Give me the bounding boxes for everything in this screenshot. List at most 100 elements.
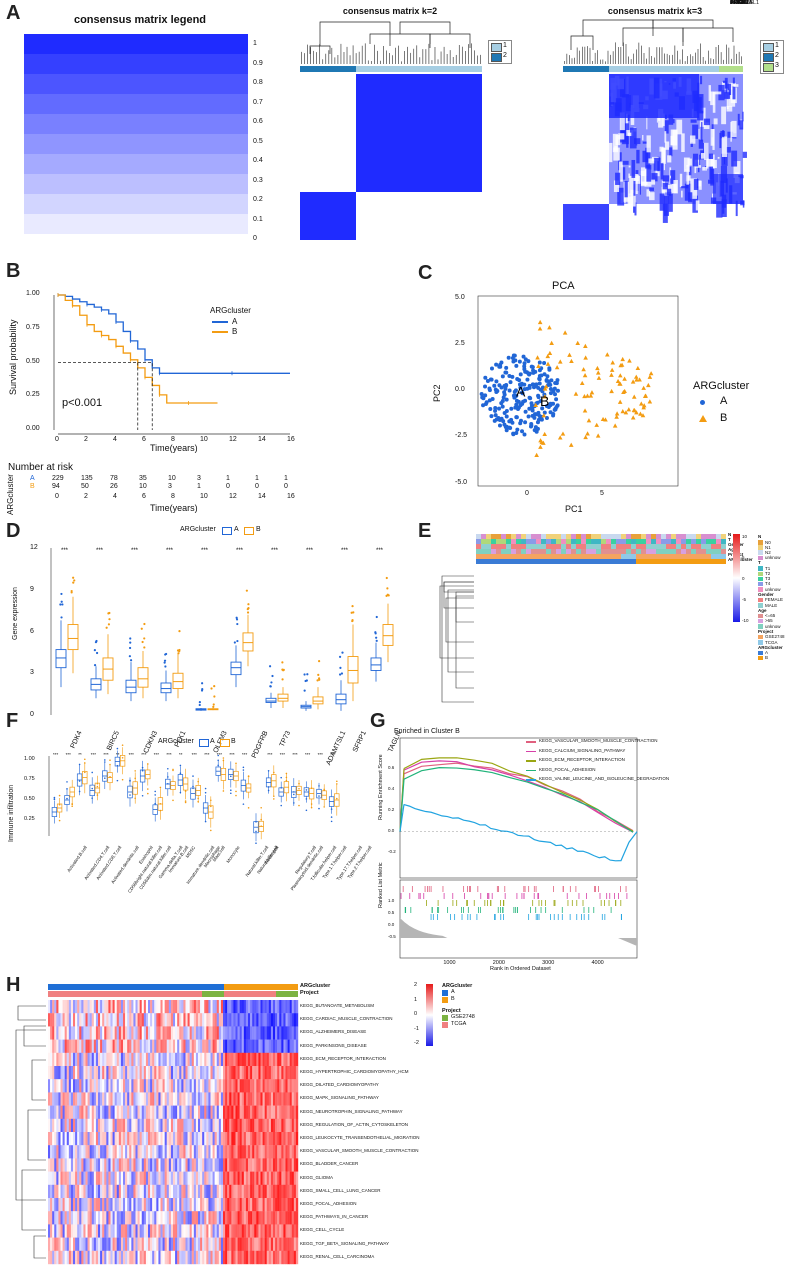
boxf-outlier: [134, 797, 136, 800]
h-heat-cell: [200, 1066, 203, 1080]
e-anno-cell: [511, 549, 516, 554]
h-heat-cell: [235, 1105, 238, 1119]
pca-legend-a: A: [720, 395, 728, 407]
pca-point-b: [535, 355, 540, 360]
h-heat-cell: [287, 1105, 290, 1119]
h-heat-cell: [291, 1026, 295, 1040]
h-heat-cell: [227, 1105, 230, 1119]
h-heat-cell: [266, 1052, 270, 1067]
e-anno-cell: [506, 549, 511, 554]
boxf-outlier: [260, 818, 262, 821]
h-heat-cell: [220, 1171, 224, 1185]
k3-cell: [706, 158, 714, 167]
h-heat-cell: [277, 1184, 280, 1199]
h-heat-cell: [214, 1092, 217, 1106]
h-heat-cell: [275, 1039, 278, 1053]
h-heat-cell: [200, 1105, 203, 1119]
k3-cell: [672, 119, 675, 124]
h-heat-cell: [200, 1039, 203, 1053]
boxd-outlier: [105, 626, 108, 629]
h-heat-cell: [170, 1158, 174, 1172]
h-heat-cell: [62, 1145, 65, 1159]
k3-cell: [629, 175, 634, 195]
h-heat-cell: [60, 1039, 63, 1053]
boxplot-f: *** *** ** *** *** ** *** *** *** *** ** *** *** *** *…: [48, 744, 340, 844]
h-heat-cell: [54, 1052, 57, 1067]
boxd-outlier: [60, 592, 63, 596]
h-heat-cell: [93, 1066, 97, 1080]
h-heat-cell: [266, 1118, 270, 1133]
h-heat-cell: [150, 1118, 153, 1133]
h-heat-cell: [179, 1079, 182, 1093]
k3-cell: [700, 75, 703, 85]
h-heat-cell: [218, 1158, 222, 1172]
h-heat-cell: [281, 1105, 284, 1119]
h-heat-cell: [210, 1026, 213, 1040]
h-heat-cell: [79, 1145, 82, 1159]
h-heat-cell: [139, 1132, 142, 1146]
e-dendro-branch: [439, 585, 474, 659]
boxf-outlier: [179, 791, 182, 794]
h-dendro-branch: [27, 1109, 46, 1161]
boxd-legend-title: ARGcluster: [180, 526, 216, 533]
e-anno-cell: [576, 559, 581, 564]
h-heat-cell: [248, 1000, 251, 1014]
k3-cell: [628, 165, 631, 168]
h-heat-cell: [281, 1039, 284, 1053]
h-heat-cell: [162, 1145, 165, 1159]
pca-point-a: [537, 413, 542, 418]
h-heat-cell: [79, 1092, 82, 1106]
h-heat-cell: [137, 1026, 140, 1040]
gsea-xtick: 3000: [542, 960, 555, 966]
h-heat-cell: [50, 1171, 53, 1185]
h-heat-cell: [141, 1013, 145, 1027]
pca-point-a: [548, 382, 553, 387]
h-heat-cell: [48, 1092, 51, 1106]
h-heat-cell: [210, 1039, 213, 1053]
h-heat-cell: [243, 1000, 247, 1014]
k3-block-3: [713, 174, 743, 204]
h-heat-cell: [277, 1039, 280, 1053]
h-heat-cell: [52, 1158, 55, 1172]
h-heat-cell: [168, 1184, 172, 1199]
boxd-legend-b-key: [244, 527, 254, 535]
h-heat-cell: [77, 1158, 80, 1172]
h-heat-cell: [56, 1118, 59, 1133]
h-heat-cell: [193, 1171, 197, 1185]
h-heat-cell: [52, 1079, 55, 1093]
k3-cell: [685, 181, 689, 189]
pca-point-b: [547, 325, 552, 330]
h-heat-cell: [133, 1184, 136, 1199]
km-ytick: 0.00: [26, 425, 40, 432]
h-heat-cell: [250, 1039, 253, 1053]
h-heat-cell: [295, 1066, 299, 1080]
h-heat-cell: [268, 1118, 272, 1133]
h-heat-cell: [106, 1052, 109, 1067]
h-heat-cell: [145, 1132, 149, 1146]
h-heat-cell: [262, 1184, 265, 1199]
e-anno-cell: [616, 559, 621, 564]
h-heat-cell: [237, 1105, 240, 1119]
h-heat-cell: [81, 1105, 84, 1119]
risk-a-value: 78: [110, 475, 118, 482]
h-heat-cell: [208, 1118, 211, 1133]
e-anno-cell: [721, 554, 726, 559]
h-heat-cell: [229, 1026, 232, 1040]
h-heat-cell: [193, 1079, 197, 1093]
k3-cell: [690, 178, 697, 199]
h-heat-cell: [212, 1171, 215, 1185]
h-heat-cell: [98, 1158, 101, 1172]
h-heat-cell: [116, 1092, 120, 1106]
h-heat-cell: [131, 1052, 134, 1067]
h-heat-cell: [91, 1092, 95, 1106]
h-heat-cell: [279, 1052, 282, 1067]
h-heat-cell: [77, 1184, 80, 1199]
boxf-outlier: [78, 780, 81, 782]
pca-point-b: [554, 365, 560, 370]
h-heat-cell: [243, 1171, 247, 1185]
h-heat-cell: [108, 1184, 111, 1199]
k2-legend: 1 2: [488, 40, 512, 64]
h-heat-cell: [204, 1184, 207, 1199]
h-heat-cell: [268, 1184, 272, 1199]
boxf-outlier: [305, 798, 308, 800]
